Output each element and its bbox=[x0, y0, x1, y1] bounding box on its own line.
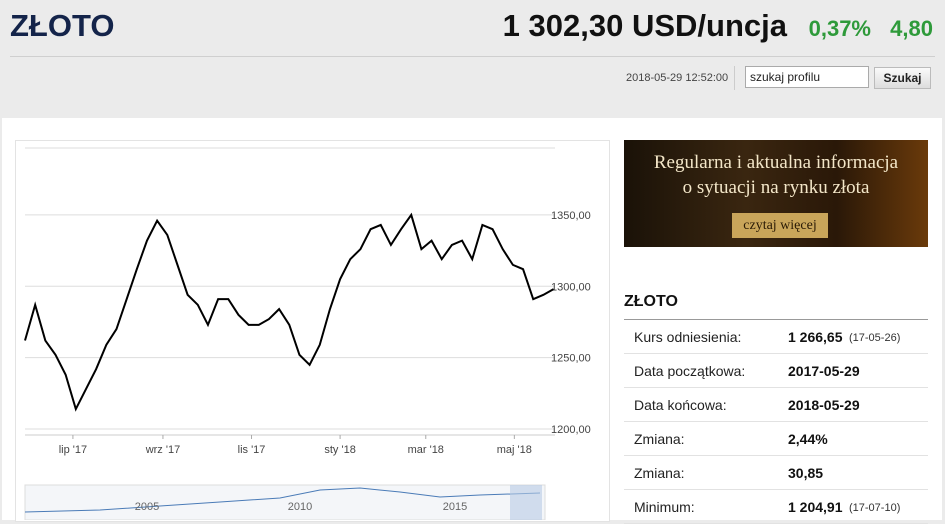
y-tick-label: 1350,00 bbox=[551, 210, 591, 222]
y-tick-label: 1300,00 bbox=[551, 281, 591, 293]
summary-row: Data końcowa: 2018-05-29 bbox=[624, 388, 928, 422]
row-value: 1 266,65 bbox=[788, 329, 843, 345]
summary-row: Kurs odniesienia: 1 266,65 (17-05-26) bbox=[624, 320, 928, 354]
x-tick-label: mar '18 bbox=[408, 444, 444, 456]
timestamp: 2018-05-29 12:52:00 bbox=[626, 72, 729, 84]
navigator-line bbox=[24, 487, 541, 513]
x-tick-label: sty '18 bbox=[324, 444, 355, 456]
row-label: Kurs odniesienia: bbox=[634, 329, 742, 345]
promo-button[interactable]: czytaj więcej bbox=[732, 213, 828, 238]
search-button[interactable]: Szukaj bbox=[874, 67, 931, 89]
divider bbox=[624, 319, 928, 320]
x-tick-label: lip '17 bbox=[59, 444, 87, 456]
row-value: 2018-05-29 bbox=[788, 397, 860, 413]
divider bbox=[10, 56, 935, 57]
row-value: 2,44% bbox=[788, 431, 828, 447]
row-date: (17-07-10) bbox=[849, 502, 901, 514]
summary-row: Zmiana: 2,44% bbox=[624, 422, 928, 456]
search-input[interactable]: szukaj profilu bbox=[745, 66, 869, 88]
header: ZŁOTO 1 302,30 USD/uncja 0,37% 4,80 2018… bbox=[0, 0, 945, 98]
price-line bbox=[24, 212, 555, 412]
promo-line: o sytuacji na rynku złota bbox=[682, 177, 870, 198]
navigator-window bbox=[510, 485, 542, 520]
summary-row: Zmiana: 30,85 bbox=[624, 456, 928, 490]
promo-banner[interactable]: Regularna i aktualna informacja o sytuac… bbox=[624, 140, 928, 247]
x-tick-label: lis '17 bbox=[238, 444, 266, 456]
summary-row: Data początkowa: 2017-05-29 bbox=[624, 354, 928, 388]
x-tick-label: maj '18 bbox=[497, 444, 532, 456]
price: 1 302,30 USD/uncja bbox=[502, 8, 787, 43]
row-label: Minimum: bbox=[634, 499, 695, 515]
promo-line: Regularna i aktualna informacja bbox=[653, 152, 899, 173]
change-pct: 0,37% bbox=[808, 16, 871, 41]
change: 4,80 bbox=[890, 16, 933, 41]
y-tick-label: 1200,00 bbox=[551, 424, 591, 436]
navigator-label: 2010 bbox=[288, 501, 312, 513]
row-label: Data początkowa: bbox=[634, 363, 746, 379]
navigator-label: 2005 bbox=[135, 501, 159, 513]
row-label: Data końcowa: bbox=[634, 397, 727, 413]
navigator bbox=[24, 484, 546, 520]
summary-row: Minimum: 1 204,91 (17-07-10) bbox=[624, 490, 928, 524]
row-label: Zmiana: bbox=[634, 465, 685, 481]
row-value: 30,85 bbox=[788, 465, 824, 481]
row-value: 2017-05-29 bbox=[788, 363, 860, 379]
title: ZŁOTO bbox=[10, 8, 115, 43]
row-value: 1 204,91 bbox=[788, 499, 843, 515]
separator bbox=[734, 66, 735, 90]
summary-title: ZŁOTO bbox=[624, 293, 678, 310]
x-tick-label: wrz '17 bbox=[145, 444, 181, 456]
navigator-label: 2015 bbox=[443, 501, 467, 513]
row-label: Zmiana: bbox=[634, 431, 685, 447]
y-tick-label: 1250,00 bbox=[551, 353, 591, 365]
row-date: (17-05-26) bbox=[849, 332, 901, 344]
